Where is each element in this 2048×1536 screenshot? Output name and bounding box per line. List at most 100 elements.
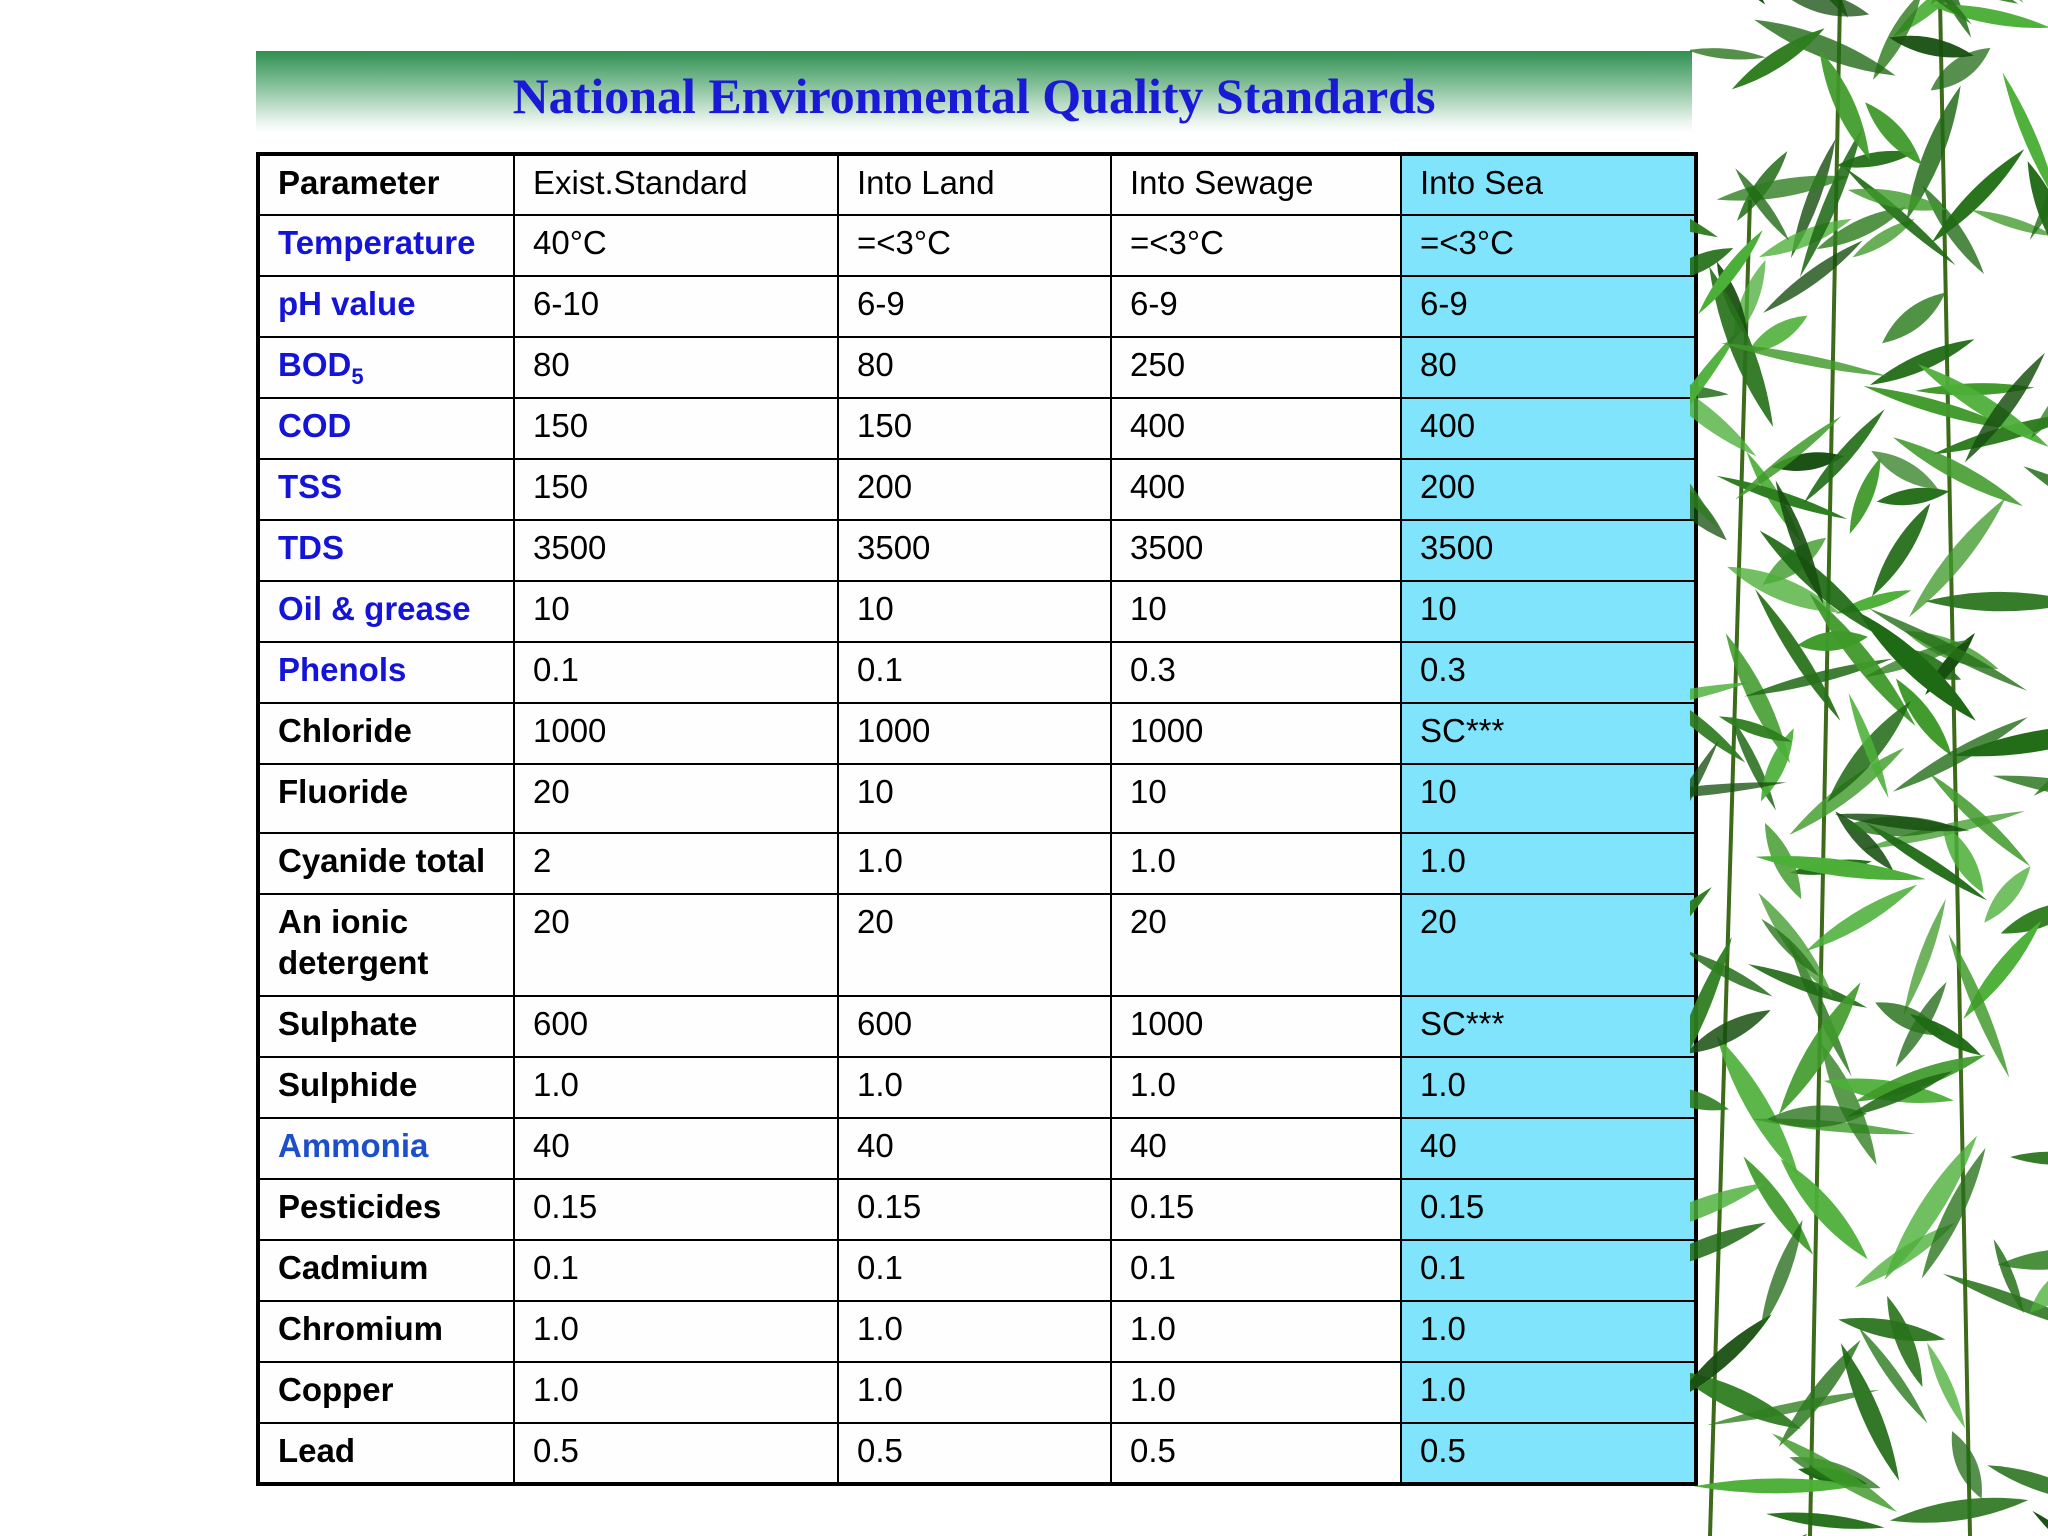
- bamboo-leaf: [1690, 1222, 1767, 1272]
- cell-sewage: 40: [1110, 1117, 1402, 1180]
- bamboo-leaf: [1693, 1478, 1862, 1494]
- cell-sewage: 0.3: [1110, 641, 1402, 704]
- bamboo-leaf: [1727, 566, 1840, 613]
- bamboo-leaf: [1984, 866, 2031, 923]
- bamboo-leaf: [1889, 35, 1974, 58]
- cell-exist: 2: [513, 832, 839, 895]
- param-tss: TSS: [257, 458, 515, 521]
- cell-sewage: 0.1: [1110, 1239, 1402, 1302]
- bamboo-leaf: [1763, 240, 1863, 313]
- bamboo-leaf: [1754, 19, 1896, 76]
- table-header-row: Parameter Exist.Standard Into Land Into …: [257, 153, 1697, 216]
- bamboo-leaf: [1690, 1086, 1729, 1111]
- bamboo-leaf: [2027, 161, 2048, 275]
- bamboo-leaf: [1767, 1105, 1867, 1128]
- bamboo-leaf: [1927, 1342, 1966, 1429]
- param-bod-label: BOD: [278, 346, 352, 383]
- cell-land: 1.0: [837, 1361, 1112, 1424]
- bamboo-leaf: [1964, 352, 2045, 463]
- header-into-sea: Into Sea: [1400, 153, 1697, 216]
- cell-exist: 0.1: [513, 1239, 839, 1302]
- table-row: Pesticides 0.15 0.15 0.15 0.15: [257, 1178, 1697, 1241]
- bamboo-leaf: [1690, 369, 1757, 457]
- cell-sewage: 10: [1110, 763, 1402, 834]
- bamboo-leaf: [1747, 315, 1808, 353]
- cell-sewage: 10: [1110, 580, 1402, 643]
- bamboo-leaf: [1690, 424, 1719, 529]
- table-row: An ionic detergent 20 20 20 20: [257, 893, 1697, 997]
- cell-land: 0.15: [837, 1178, 1112, 1241]
- bamboo-leaf: [1921, 1147, 1986, 1279]
- bamboo-leaf: [1766, 1512, 1885, 1529]
- cell-exist: 0.15: [513, 1178, 839, 1241]
- bamboo-leaf: [1930, 47, 1991, 91]
- cell-exist: 40: [513, 1117, 839, 1180]
- cell-sea: 400: [1400, 397, 1697, 460]
- bamboo-leaf: [1690, 1010, 1771, 1054]
- bamboo-leaf: [1992, 775, 2048, 802]
- bamboo-leaf: [1751, 1533, 1808, 1536]
- bamboo-leaf: [1735, 168, 1790, 241]
- bamboo-leaf: [1872, 503, 1931, 597]
- cell-land: 600: [837, 995, 1112, 1058]
- param-oil-grease: Oil & grease: [257, 580, 515, 643]
- bamboo-leaf: [1873, 0, 1922, 80]
- bamboo-leaf: [1928, 772, 2031, 867]
- param-cadmium: Cadmium: [257, 1239, 515, 1302]
- bamboo-leaf: [1852, 218, 1915, 258]
- bamboo-leaf: [1819, 49, 1870, 160]
- cell-sea: =<3°C: [1400, 214, 1697, 277]
- bamboo-leaf: [1690, 465, 1727, 541]
- param-ph: pH value: [257, 275, 515, 338]
- cell-sewage: 1.0: [1110, 1361, 1402, 1424]
- bamboo-leaf: [1799, 126, 1863, 278]
- bamboo-leaf: [1690, 326, 1742, 453]
- table-row: Oil & grease 10 10 10 10: [257, 580, 1697, 643]
- bamboo-leaf: [1858, 1327, 1928, 1424]
- bamboo-leaf: [1887, 1295, 1923, 1388]
- param-fluoride: Fluoride: [257, 763, 515, 834]
- bamboo-leaf: [1690, 689, 1746, 763]
- param-sulphide: Sulphide: [257, 1056, 515, 1119]
- table-row: Lead 0.5 0.5 0.5 0.5: [257, 1422, 1697, 1485]
- bamboo-leaf: [1895, 678, 1952, 756]
- cell-sea: 3500: [1400, 519, 1697, 582]
- bamboo-leaf: [1953, 725, 2048, 757]
- bamboo-leaf: [1805, 884, 1918, 952]
- param-lead: Lead: [257, 1422, 515, 1485]
- bamboo-leaf: [1906, 85, 1961, 221]
- cell-exist: 150: [513, 458, 839, 521]
- cell-land: =<3°C: [837, 214, 1112, 277]
- table-row: Cyanide total 2 1.0 1.0 1.0: [257, 832, 1697, 895]
- param-copper: Copper: [257, 1361, 515, 1424]
- cell-sea: SC***: [1400, 702, 1697, 765]
- bamboo-leaf: [1963, 920, 2042, 1019]
- bamboo-leaf: [1760, 1219, 1803, 1330]
- param-bod5: BOD5: [257, 336, 515, 399]
- bamboo-leaf: [1743, 1156, 1814, 1255]
- table-row: TSS 150 200 400 200: [257, 458, 1697, 521]
- bamboo-leaf: [2023, 466, 2048, 547]
- cell-sewage: 6-9: [1110, 275, 1402, 338]
- cell-sewage: 1.0: [1110, 1056, 1402, 1119]
- cell-exist: 1.0: [513, 1361, 839, 1424]
- header-parameter: Parameter: [257, 153, 515, 216]
- cell-sea: 0.15: [1400, 1178, 1697, 1241]
- cell-exist: 1.0: [513, 1300, 839, 1363]
- cell-exist: 0.1: [513, 641, 839, 704]
- cell-sea: 0.1: [1400, 1239, 1697, 1302]
- cell-land: 200: [837, 458, 1112, 521]
- bamboo-leaf: [1834, 813, 1970, 832]
- cell-sea: 20: [1400, 893, 1697, 997]
- table-row: Phenols 0.1 0.1 0.3 0.3: [257, 641, 1697, 704]
- cell-exist: 10: [513, 580, 839, 643]
- bamboo-leaf: [1917, 364, 2048, 447]
- param-temperature: Temperature: [257, 214, 515, 277]
- cell-sea: 80: [1400, 336, 1697, 399]
- cell-sewage: 1.0: [1110, 1300, 1402, 1363]
- param-cyanide: Cyanide total: [257, 832, 515, 895]
- bamboo-leaf: [1690, 950, 1773, 997]
- bamboo-leaf: [1772, 1433, 1898, 1512]
- bamboo-leaf: [1718, 716, 1792, 742]
- cell-land: 0.1: [837, 1239, 1112, 1302]
